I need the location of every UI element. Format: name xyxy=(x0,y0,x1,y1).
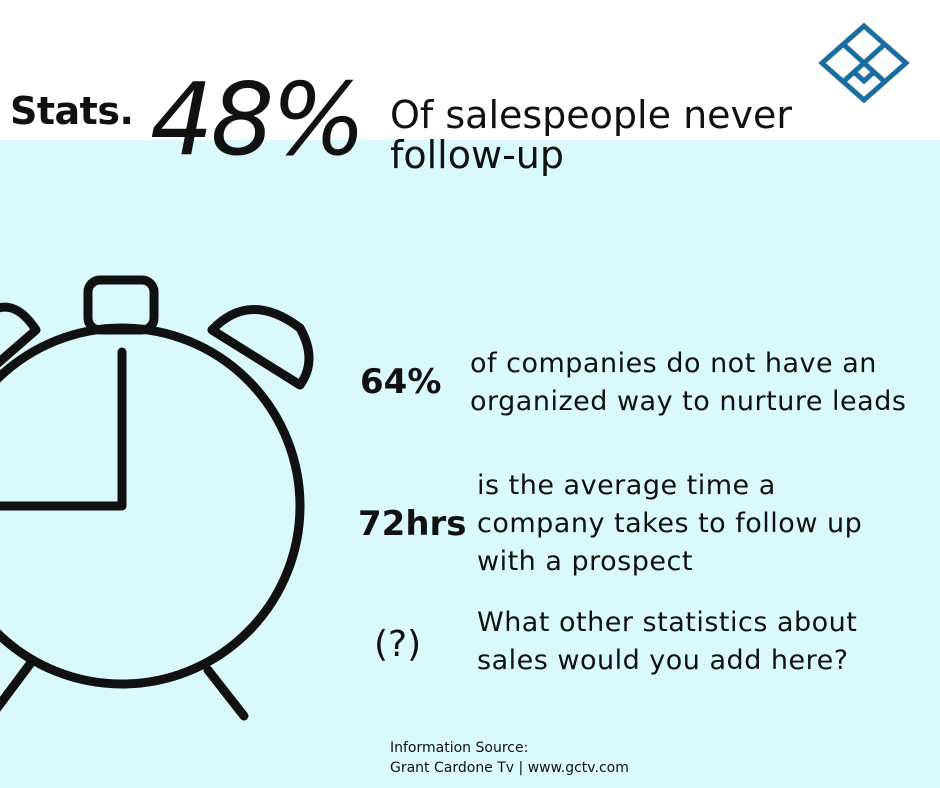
stat-text-64: of companies do not have an organized wa… xyxy=(470,345,906,421)
stat-value-72hrs: 72hrs xyxy=(358,504,467,544)
information-source: Information Source: Grant Cardone Tv | w… xyxy=(390,738,629,778)
headline-line-1: Of salespeople never xyxy=(390,93,793,137)
stat-text-line: of companies do not have an xyxy=(470,348,877,379)
stat-text-line: organized way to nurture leads xyxy=(470,386,907,417)
stat-text-line: is the average time a xyxy=(477,470,776,501)
headline-percent: 48% xyxy=(150,61,366,178)
stat-text-line: sales would you add here? xyxy=(477,645,849,676)
stat-text-72hrs: is the average time a company takes to f… xyxy=(477,467,862,581)
stat-text-line: What other statistics about xyxy=(477,607,858,638)
stat-text-line: company takes to follow up xyxy=(477,508,863,539)
headline-text: Of salespeople never follow-up xyxy=(390,95,910,175)
stat-text-line: with a prospect xyxy=(477,546,693,577)
stat-text-question: What other statistics about sales would … xyxy=(477,604,857,680)
diamond-maze-logo-icon xyxy=(818,22,910,104)
stats-label: Stats. xyxy=(10,89,134,133)
stat-value-64: 64% xyxy=(360,362,442,402)
source-credit: Grant Cardone Tv | www.gctv.com xyxy=(390,760,629,776)
source-label: Information Source: xyxy=(390,740,529,756)
headline-line-2: follow-up xyxy=(390,133,564,177)
alarm-clock-icon xyxy=(0,275,314,721)
stat-value-question: (?) xyxy=(374,624,422,665)
